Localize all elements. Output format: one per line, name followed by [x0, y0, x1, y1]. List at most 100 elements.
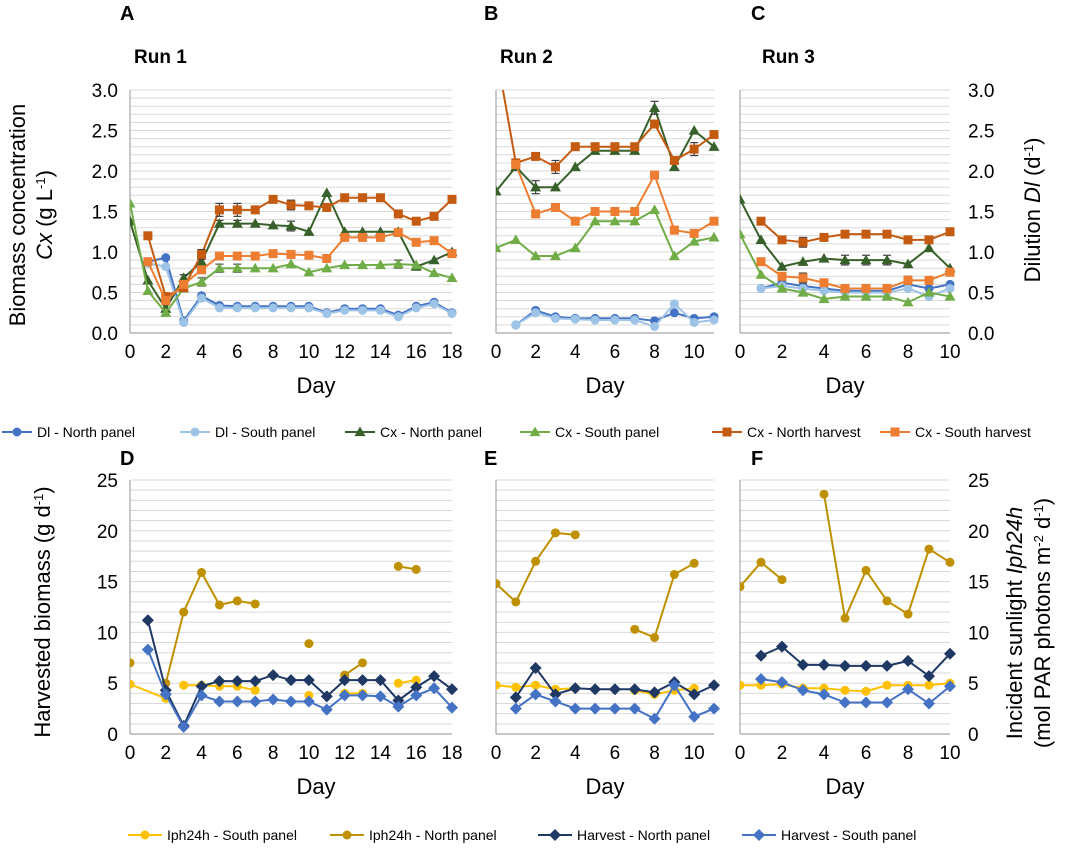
- data-point-f-harvest-north-panel: [755, 649, 767, 662]
- y-axis-symbol-iph: Iph24h: [1002, 507, 1027, 574]
- data-point-a-cx-north-harvest: [304, 201, 314, 211]
- data-point-d-iph24h-north-panel: [232, 596, 242, 606]
- data-point-b-cx-north-panel: [688, 125, 700, 135]
- data-point-d-iph24h-south-panel: [130, 679, 135, 689]
- data-point-f-harvest-south-panel: [818, 688, 830, 701]
- data-point-a-cx-north-harvest: [214, 205, 224, 215]
- y-axis-close-a: ): [32, 170, 57, 177]
- legend-item-cx-south-harvest: Cx - South harvest: [880, 424, 1031, 440]
- y-tick-label-c: 1.0: [968, 243, 994, 264]
- legend-label-harvest-south-panel: Harvest - South panel: [781, 827, 916, 843]
- data-point-b-cx-south-harvest: [550, 202, 560, 212]
- x-tick-label-f: 8: [903, 743, 914, 764]
- data-point-b-cx-north-harvest: [630, 142, 640, 152]
- plot-panel-c: 0 2 4 6 8 10 Day 0.0 0.5 1.0 1.5 2.0 2.5 3.0: [735, 81, 995, 398]
- y-axis-f-line2-c: ): [1030, 498, 1055, 505]
- data-point-d-harvest-south-panel: [338, 689, 351, 702]
- y-tick-label-a: 1.0: [92, 243, 118, 264]
- data-point-e-iph24h-south-panel: [496, 680, 501, 690]
- data-point-a-cx-south-panel: [231, 262, 243, 273]
- series-f-harvest-north-panel: [755, 640, 956, 683]
- legend-label-cx-north-harvest: Cx - North harvest: [747, 424, 861, 440]
- data-point-a-cx-south-harvest: [179, 279, 189, 289]
- data-point-c-cx-north-panel: [839, 254, 851, 265]
- y-axis-title-a-line2: Cx (g L-1): [32, 170, 57, 260]
- data-point-a-cx-south-harvest: [143, 257, 153, 267]
- series-f-iph24h-north-panel: [740, 489, 955, 623]
- data-point-d-iph24h-south-panel: [304, 690, 314, 700]
- data-point-d-harvest-south-panel: [285, 695, 297, 708]
- data-point-e-iph24h-north-panel: [550, 528, 560, 538]
- y-axis-unit-a: (g L: [32, 189, 57, 233]
- data-point-e-iph24h-north-panel: [570, 530, 580, 540]
- data-point-c-cx-south-harvest: [840, 283, 850, 293]
- x-tick-label-a: 8: [268, 342, 279, 363]
- x-tick-label-d: 0: [125, 743, 136, 764]
- data-point-d-harvest-south-panel: [159, 688, 172, 701]
- data-point-d-harvest-north-panel: [267, 669, 280, 682]
- data-point-b-dl-south-panel: [650, 322, 660, 332]
- data-point-a-cx-south-panel: [321, 262, 333, 273]
- data-point-d-harvest-south-panel: [302, 695, 315, 708]
- data-point-d-iph24h-north-panel: [214, 600, 224, 610]
- y-tick-label-d: 0: [107, 725, 118, 746]
- series-b-dl-south-panel: [511, 299, 719, 332]
- legend-marker-iph24h-south-panel: [140, 830, 150, 840]
- data-point-c-cx-south-panel: [881, 291, 893, 301]
- plot-area-b: [496, 89, 720, 332]
- data-point-a-cx-north-panel: [267, 219, 279, 230]
- data-point-b-cx-south-panel: [589, 215, 601, 226]
- data-point-f-harvest-south-panel: [839, 696, 851, 709]
- data-point-d-harvest-north-panel: [374, 674, 387, 687]
- x-tick-label-a: 10: [298, 342, 319, 363]
- data-point-e-harvest-north-panel: [688, 688, 701, 701]
- data-point-c-cx-south-panel: [860, 291, 872, 301]
- data-point-f-harvest-south-panel: [860, 696, 872, 709]
- data-point-f-harvest-south-panel: [755, 673, 767, 686]
- legend-marker-harvest-south-panel: [753, 829, 765, 841]
- series-line-f-harvest-south-panel: [760, 678, 951, 705]
- data-point-f-iph24h-south-panel: [740, 680, 745, 690]
- data-point-f-harvest-north-panel: [923, 670, 935, 683]
- data-point-c-cx-north-panel: [740, 193, 746, 204]
- plot-panel-d: 0 2 4 6 8 10 12 14 16 18 Day 0 5 10 15 20 25: [97, 471, 463, 799]
- data-point-f-iph24h-north-panel: [924, 544, 934, 554]
- data-point-a-cx-south-panel: [160, 307, 172, 317]
- data-point-b-cx-south-panel: [649, 204, 661, 215]
- legend-label-iph24h-north-panel: Iph24h - North panel: [369, 827, 497, 843]
- y-axis-title-f-line2: (mol PAR photons m-2 d-1): [1030, 498, 1055, 748]
- legend-marker-dl-south-panel: [190, 427, 200, 437]
- x-tick-label-c: 2: [777, 342, 788, 363]
- data-point-a-cx-south-panel: [249, 262, 261, 273]
- data-point-b-cx-south-panel: [609, 215, 621, 226]
- y-axis-word-f: Incident sunlight: [1002, 574, 1027, 739]
- data-point-f-iph24h-south-panel: [756, 680, 766, 690]
- y-axis-exp-c: -1: [1021, 145, 1036, 157]
- x-tick-label-b: 4: [570, 342, 581, 363]
- x-tick-label-d: 18: [441, 743, 462, 764]
- x-tick-label-d: 2: [160, 743, 171, 764]
- y-axis-symbol-dl: Dl: [1020, 181, 1045, 203]
- y-axis-title-c: Dilution Dl (d-1): [1020, 138, 1045, 283]
- series-e-harvest-north-panel: [509, 661, 720, 704]
- data-point-b-dl-south-panel: [630, 315, 640, 325]
- run-title-1: Run 1: [134, 47, 187, 68]
- y-tick-label-c: 1.5: [968, 203, 994, 224]
- data-point-d-harvest-south-panel: [267, 693, 280, 706]
- series-line-a-cx-south-harvest: [146, 231, 453, 303]
- data-point-f-iph24h-south-panel: [924, 680, 934, 690]
- data-point-a-dl-south-panel: [268, 303, 278, 313]
- data-point-c-dl-south-panel: [903, 283, 913, 293]
- y-axis-title-f-line1: Incident sunlight Iph24h: [1002, 507, 1027, 739]
- data-point-d-iph24h-north-panel: [411, 564, 421, 574]
- data-point-c-cx-south-harvest: [861, 283, 871, 293]
- data-point-e-harvest-north-panel: [628, 683, 641, 696]
- x-tick-label-a: 2: [160, 342, 171, 363]
- x-tick-label-d: 14: [370, 743, 392, 764]
- series-line-d-harvest-south-panel: [146, 649, 453, 729]
- legend-item-iph24h-south-panel: Iph24h - South panel: [128, 827, 297, 843]
- data-point-b-cx-north-harvest: [709, 130, 719, 140]
- legend-marker-iph24h-north-panel: [342, 830, 352, 840]
- x-tick-label-f: 4: [819, 743, 830, 764]
- data-point-c-cx-south-panel: [944, 291, 956, 301]
